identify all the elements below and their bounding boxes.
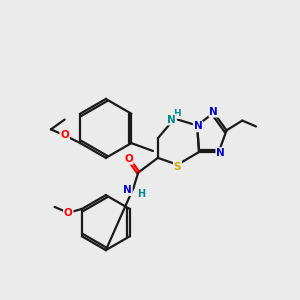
Text: N: N — [123, 185, 132, 195]
Text: N: N — [167, 115, 176, 124]
Text: N: N — [194, 122, 203, 131]
Text: S: S — [174, 162, 181, 172]
Text: N: N — [216, 148, 225, 158]
Text: O: O — [60, 130, 69, 140]
Text: H: H — [137, 189, 145, 199]
Text: H: H — [173, 109, 180, 118]
Text: O: O — [64, 208, 73, 218]
Text: O: O — [124, 154, 133, 164]
Text: N: N — [209, 107, 218, 117]
